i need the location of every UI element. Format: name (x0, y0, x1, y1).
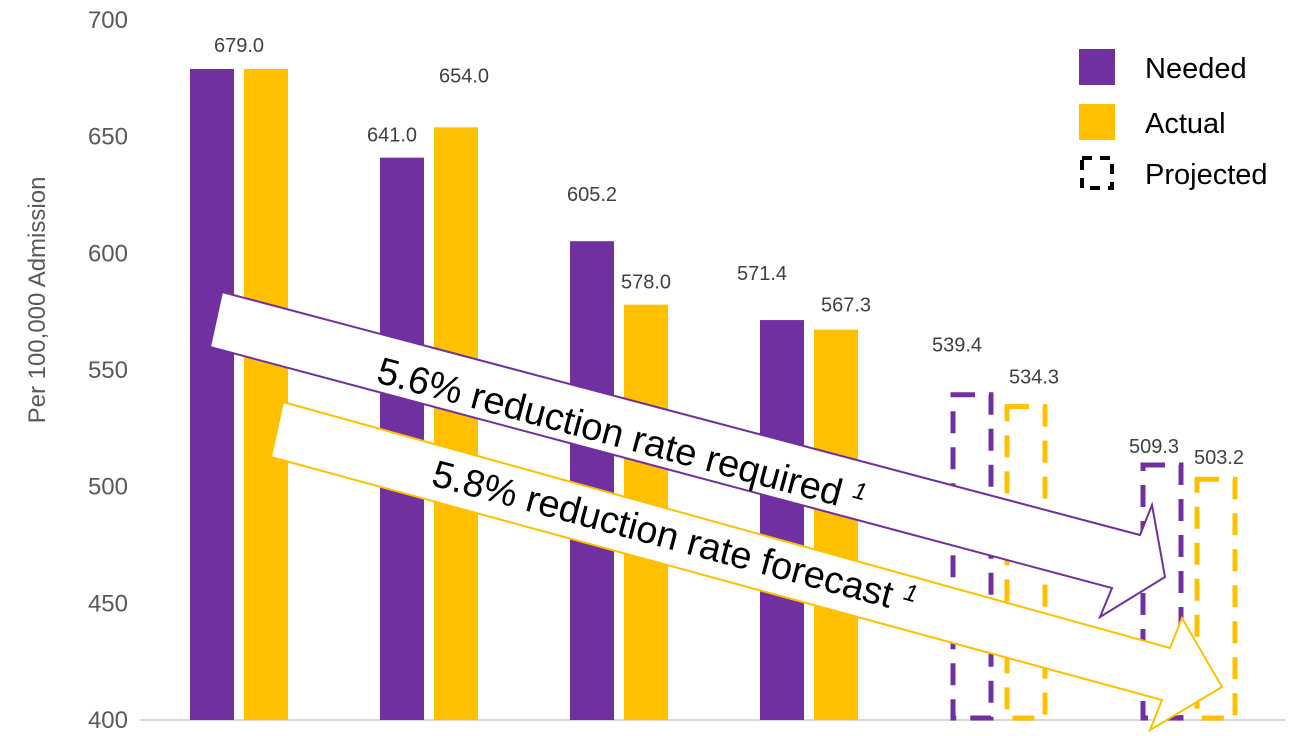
y-axis: 400 450 500 550 600 650 700 (88, 7, 128, 734)
legend-label-actual: Actual (1145, 108, 1226, 140)
legend: Needed Actual Projected (1079, 49, 1268, 191)
actual-data-label: 578.0 (621, 272, 671, 294)
needed-bar (570, 241, 614, 720)
projected-needed-bar (1140, 462, 1184, 721)
y-tick-label: 700 (88, 7, 128, 34)
needed-data-label: 679.0 (214, 35, 264, 57)
actual-trend-arrow-shape (269, 400, 1224, 733)
legend-swatch-projected (1080, 156, 1114, 190)
projected-needed-bar (950, 392, 994, 721)
projected-actual-bar (1194, 476, 1238, 721)
needed-data-label: 571.4 (737, 263, 787, 285)
y-tick-label: 450 (88, 590, 128, 617)
needed-data-label: 539.4 (932, 335, 982, 357)
needed-bar (190, 69, 234, 720)
y-tick-label: 500 (88, 474, 128, 501)
actual-data-label: 534.3 (1009, 367, 1059, 389)
actual-bar (434, 127, 478, 721)
actual-data-label: 654.0 (439, 65, 489, 87)
data-labels: 679.0 641.0 654.0 605.2 578.0 571.4 567.3 539.4… (214, 35, 1244, 469)
needed-bar (760, 320, 804, 720)
needed-data-label: 641.0 (367, 125, 417, 147)
legend-label-needed: Needed (1145, 53, 1247, 85)
needed-data-label: 509.3 (1129, 436, 1179, 458)
needed-data-label: 605.2 (567, 184, 617, 206)
actual-bar (814, 329, 858, 720)
y-tick-label: 650 (88, 124, 128, 151)
legend-swatch-actual (1079, 104, 1115, 140)
y-tick-label: 600 (88, 240, 128, 267)
actual-data-label: 567.3 (821, 295, 871, 317)
actual-data-label: 503.2 (1194, 447, 1244, 469)
y-tick-label: 550 (88, 357, 128, 384)
legend-label-projected: Projected (1145, 159, 1268, 191)
actual-bar (244, 69, 288, 720)
needed-trend-arrow-shape (208, 290, 1167, 620)
y-axis-label: Per 100,000 Admission (24, 177, 51, 424)
y-tick-label: 400 (88, 707, 128, 734)
legend-swatch-needed (1079, 49, 1115, 85)
